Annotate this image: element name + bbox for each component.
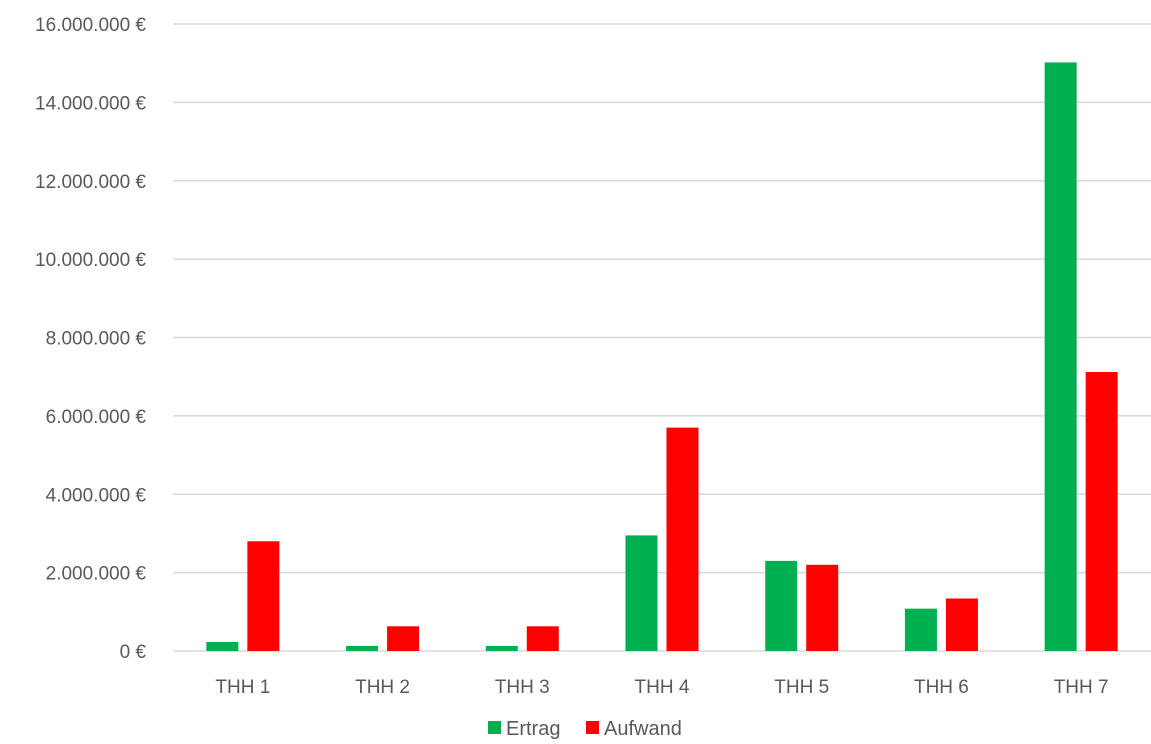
bar-ertrag-thh-2 (346, 646, 378, 651)
x-tick-label: THH 7 (1054, 677, 1109, 698)
x-tick-label: THH 2 (355, 677, 410, 698)
y-tick-label: 0 € (120, 642, 147, 663)
legend-label-aufwand: Aufwand (604, 718, 682, 740)
bar-aufwand-thh-3 (527, 626, 559, 651)
bar-ertrag-thh-4 (626, 535, 658, 651)
x-tick-label: THH 4 (635, 677, 690, 698)
legend-label-ertrag: Ertrag (506, 718, 560, 740)
y-tick-label: 2.000.000 € (46, 564, 147, 585)
y-axis: 0 € 2.000.000 € 4.000.000 € 6.000.000 € 8.00… (35, 15, 146, 663)
y-tick-label: 16.000.000 € (35, 15, 146, 36)
gridlines (173, 24, 1151, 651)
bar-ertrag-thh-5 (765, 561, 797, 651)
bar-ertrag-thh-3 (486, 646, 518, 651)
legend: Ertrag Aufwand (488, 718, 682, 740)
y-tick-label: 4.000.000 € (46, 485, 147, 506)
bar-aufwand-thh-7 (1086, 372, 1118, 651)
y-tick-label: 12.000.000 € (35, 172, 146, 193)
x-tick-label: THH 1 (215, 677, 270, 698)
x-axis: THH 1 THH 2 THH 3 THH 4 THH 5 THH 6 THH 7 (215, 677, 1108, 698)
y-tick-label: 8.000.000 € (46, 329, 147, 350)
bar-aufwand-thh-6 (946, 598, 978, 651)
bar-aufwand-thh-1 (247, 541, 279, 651)
x-tick-label: THH 6 (914, 677, 969, 698)
x-tick-label: THH 3 (495, 677, 550, 698)
bar-aufwand-thh-2 (387, 626, 419, 651)
bar-aufwand-thh-4 (667, 428, 699, 651)
bar-ertrag-thh-7 (1045, 62, 1077, 651)
y-tick-label: 10.000.000 € (35, 250, 146, 271)
y-tick-label: 6.000.000 € (46, 407, 147, 428)
bar-aufwand-thh-5 (806, 565, 838, 651)
bar-ertrag-thh-6 (905, 609, 937, 651)
legend-swatch-aufwand (586, 721, 599, 734)
bar-ertrag-thh-1 (206, 642, 238, 651)
legend-swatch-ertrag (488, 721, 501, 734)
x-tick-label: THH 5 (774, 677, 829, 698)
bars (206, 62, 1117, 651)
y-tick-label: 14.000.000 € (35, 93, 146, 114)
